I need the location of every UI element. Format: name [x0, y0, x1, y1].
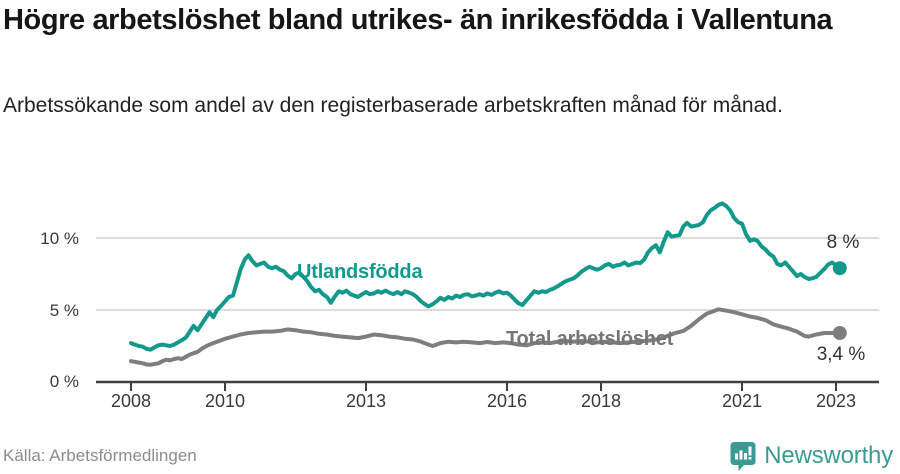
end-value-label-utlandsfodda: 8 %	[826, 232, 860, 253]
x-axis-label-2018: 2018	[580, 391, 622, 411]
series-line-total-arbetsl-shet	[129, 307, 842, 367]
source-note: Källa: Arbetsförmedlingen	[3, 446, 197, 465]
x-axis-label-2023: 2023	[815, 391, 857, 411]
newsworthy-brand: Newsworthy	[730, 439, 893, 473]
x-axis-label-2008: 2008	[110, 391, 152, 411]
y-axis-label-5: 5 %	[49, 301, 79, 320]
series-label-utlandsfodda: Utlandsfödda	[297, 261, 423, 283]
x-axis-label-2021: 2021	[721, 391, 763, 411]
y-axis-label-0: 0 %	[49, 372, 79, 391]
series-line-utlandsf-dda	[129, 201, 842, 352]
x-axis-label-2010: 2010	[204, 391, 246, 411]
y-axis-label-10: 10 %	[40, 229, 79, 248]
bar-chart-speech-bubble-icon	[730, 441, 756, 471]
x-axis-label-2016: 2016	[486, 391, 528, 411]
brand-name: Newsworthy	[764, 442, 893, 469]
x-axis-label-2013: 2013	[345, 391, 387, 411]
series-end-dot-total-arbetsl-shet	[832, 326, 847, 340]
series-label-total-arbetsloshet: Total arbetslöshet	[506, 328, 674, 350]
page-title: Högre arbetslöshet bland utrikes- än inr…	[3, 4, 833, 36]
end-value-label-total: 3,4 %	[816, 344, 866, 365]
page-subtitle: Arbetssökande som andel av den registerb…	[3, 94, 783, 117]
series-end-dot-utlandsf-dda	[832, 261, 847, 276]
